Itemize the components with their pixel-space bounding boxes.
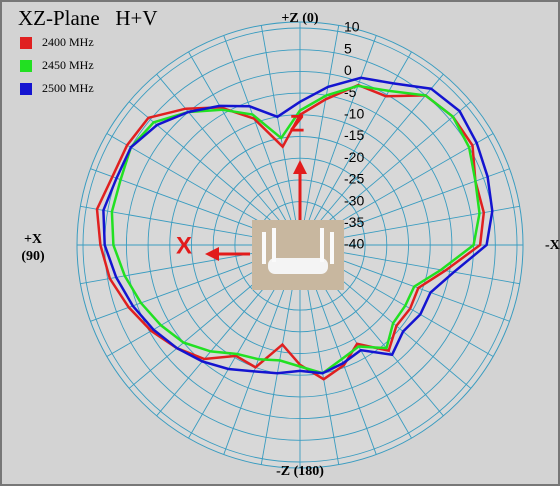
r-tick-label: -35 (344, 214, 364, 230)
router-body (268, 258, 328, 274)
legend-swatch (20, 60, 32, 72)
grid-ring (212, 157, 388, 333)
legend-swatch (20, 37, 32, 49)
r-tick-label: 5 (344, 40, 352, 56)
chart-title: XZ-Plane H+V (18, 6, 158, 30)
r-tick-label: -20 (344, 149, 364, 165)
spoke (156, 73, 301, 246)
spoke (223, 35, 301, 246)
legend-swatch (20, 83, 32, 95)
spoke (299, 73, 444, 246)
antenna (320, 228, 324, 262)
grid-ring (191, 136, 409, 354)
antenna (272, 228, 276, 262)
annotation: Z (290, 110, 305, 137)
grid-ring (82, 27, 518, 463)
angle-label: +X (24, 232, 42, 247)
annotation: X (176, 232, 192, 259)
r-tick-label: -10 (344, 106, 364, 122)
angle-label: +Z (0) (281, 11, 318, 26)
antenna (262, 232, 266, 264)
spoke (260, 25, 301, 246)
r-tick-label: 0 (344, 62, 352, 78)
pattern-line (95, 83, 486, 381)
r-tick-label: -30 (344, 192, 364, 208)
spoke (299, 35, 377, 246)
spoke (299, 25, 340, 246)
legend-label: 2400 MHz (42, 35, 94, 49)
router-photo (252, 220, 344, 290)
photo-bg (252, 220, 344, 290)
pattern-line (102, 76, 494, 375)
legend-label: 2450 MHz (42, 58, 94, 72)
angle-label: -Z (180) (276, 464, 324, 479)
r-tick-label: -15 (344, 127, 364, 143)
r-tick-label: -40 (344, 236, 364, 252)
x-arrowhead (205, 247, 219, 261)
grid-ring (147, 92, 453, 398)
curves (95, 76, 494, 381)
axes-arrows (205, 160, 307, 261)
z-arrowhead (293, 160, 307, 174)
angle-label: -X (545, 238, 560, 253)
angle-label: (90) (21, 249, 45, 264)
antenna (330, 232, 334, 264)
spoke (188, 51, 301, 246)
r-tick-label: -25 (344, 171, 364, 187)
r-tick-label: 10 (344, 19, 360, 35)
legend-label: 2500 MHz (42, 81, 94, 95)
legend: 2400 MHz 2450 MHz 2500 MHz (20, 35, 94, 95)
